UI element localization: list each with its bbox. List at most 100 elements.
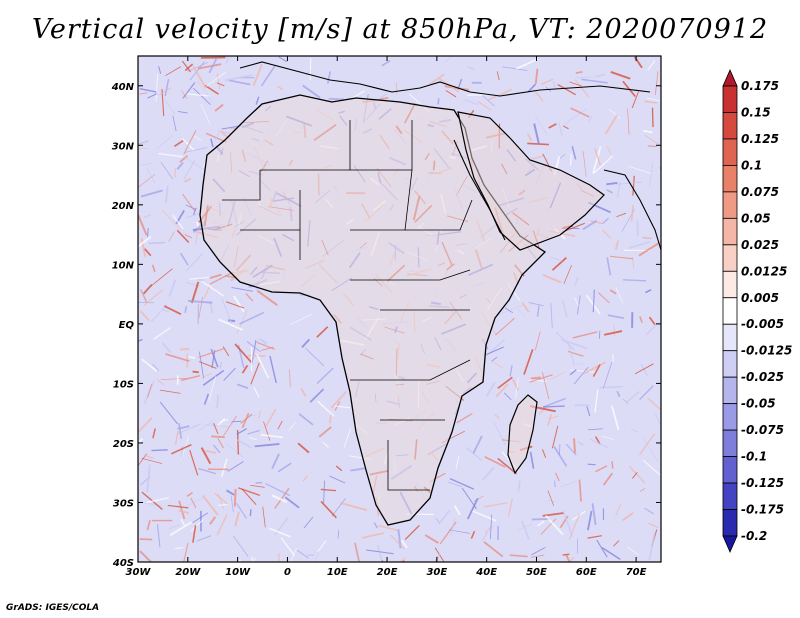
velocity-streak	[168, 279, 177, 297]
velocity-streak	[179, 252, 189, 266]
velocity-streak	[158, 87, 172, 96]
velocity-streak	[493, 421, 506, 446]
velocity-streak	[541, 449, 547, 458]
velocity-streak	[326, 71, 332, 84]
velocity-streak	[190, 497, 197, 509]
velocity-streak	[639, 488, 646, 492]
velocity-streak	[236, 383, 249, 390]
velocity-streak	[576, 295, 581, 315]
velocity-streak	[613, 324, 615, 337]
velocity-streak	[198, 297, 204, 319]
velocity-streak	[569, 81, 582, 87]
velocity-streak	[216, 514, 228, 536]
velocity-streak	[189, 450, 199, 476]
velocity-streak	[602, 229, 612, 239]
velocity-streak	[648, 522, 659, 529]
velocity-streak	[515, 377, 519, 399]
velocity-streak	[216, 72, 221, 90]
velocity-streak	[542, 405, 565, 408]
velocity-streak	[471, 509, 497, 522]
velocity-streak	[495, 317, 515, 336]
velocity-streak	[477, 101, 492, 111]
velocity-streak	[217, 503, 228, 506]
velocity-streak	[586, 406, 591, 417]
velocity-streak	[647, 397, 661, 411]
lon-tick-label: 10E	[327, 567, 348, 578]
colorbar-box	[722, 112, 738, 140]
velocity-streak	[330, 390, 347, 409]
velocity-streak	[172, 115, 177, 132]
velocity-streak	[560, 480, 577, 488]
velocity-streak	[592, 155, 614, 175]
velocity-streak	[159, 401, 179, 425]
velocity-streak	[587, 428, 603, 431]
velocity-streak	[241, 413, 250, 429]
velocity-streak	[196, 535, 212, 542]
velocity-streak	[628, 165, 652, 174]
velocity-streak	[192, 87, 211, 105]
velocity-streak	[484, 455, 506, 468]
lon-tick-label: 40E	[475, 567, 497, 578]
velocity-streak	[563, 265, 572, 285]
velocity-streak	[198, 467, 216, 475]
velocity-streak	[143, 289, 164, 306]
velocity-streak	[161, 209, 182, 230]
velocity-streak	[541, 371, 550, 400]
lat-tick-label: 20S	[113, 439, 134, 450]
velocity-streak	[601, 547, 621, 560]
velocity-streak	[530, 376, 541, 380]
velocity-streak	[592, 289, 595, 313]
velocity-streak	[144, 248, 152, 257]
velocity-streak	[424, 534, 439, 544]
velocity-streak	[538, 406, 547, 415]
velocity-streak	[249, 436, 257, 441]
velocity-streak	[168, 231, 175, 242]
colorbar-box	[722, 376, 738, 405]
velocity-streak	[591, 503, 597, 525]
velocity-streak	[199, 351, 205, 379]
velocity-streak	[627, 108, 630, 135]
velocity-streak	[169, 521, 192, 537]
velocity-streak	[141, 458, 163, 464]
velocity-streak	[569, 153, 572, 166]
velocity-streak	[161, 342, 172, 354]
velocity-streak	[214, 132, 220, 141]
velocity-streak	[648, 532, 656, 561]
velocity-streak	[606, 146, 612, 155]
velocity-streak	[504, 307, 513, 314]
velocity-streak	[582, 151, 587, 177]
red-sea-coast	[453, 139, 506, 241]
velocity-streak	[194, 135, 202, 142]
velocity-streak	[146, 464, 151, 493]
velocity-streak	[642, 237, 652, 239]
velocity-streak	[509, 554, 528, 558]
colorbar-box	[722, 165, 738, 193]
velocity-streak	[530, 554, 545, 558]
velocity-streak	[218, 318, 244, 331]
velocity-streak	[574, 297, 579, 307]
velocity-streak	[165, 353, 190, 362]
velocity-streak	[567, 341, 575, 366]
velocity-streak	[210, 138, 214, 148]
velocity-streak	[198, 361, 217, 369]
velocity-streak	[630, 428, 638, 433]
velocity-streak	[317, 540, 327, 553]
velocity-streak	[147, 93, 158, 99]
velocity-streak	[209, 271, 234, 285]
velocity-streak	[236, 428, 247, 435]
velocity-streak	[200, 280, 224, 297]
velocity-streak	[184, 177, 192, 183]
velocity-streak	[152, 428, 156, 439]
velocity-streak	[491, 356, 498, 362]
velocity-streak	[302, 84, 321, 99]
velocity-streak	[398, 557, 407, 562]
lon-tick-label: 20E	[377, 567, 398, 578]
velocity-streak	[139, 163, 152, 166]
lon-tick-label: 50E	[526, 567, 547, 578]
velocity-streak	[322, 442, 329, 448]
velocity-streak	[141, 358, 158, 372]
velocity-streak	[400, 539, 408, 549]
velocity-streak	[241, 488, 257, 506]
velocity-streak	[631, 91, 639, 109]
